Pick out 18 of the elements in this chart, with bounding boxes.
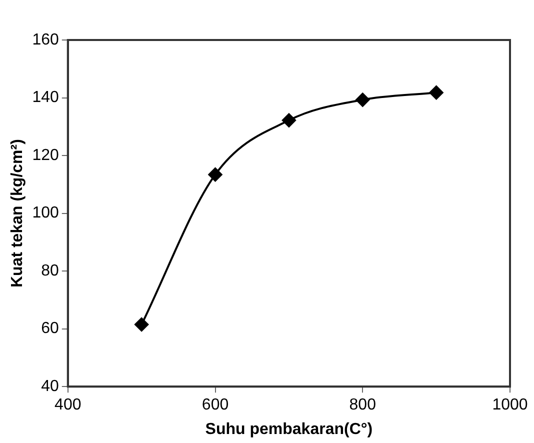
y-tick-label: 40 <box>41 378 59 396</box>
point <box>282 113 296 128</box>
y-tick-label: 160 <box>32 31 59 48</box>
point <box>208 168 222 182</box>
x-tick-label: 600 <box>202 396 229 414</box>
x-tick-label: 400 <box>54 396 82 414</box>
y-tick-label: 140 <box>32 89 59 106</box>
point <box>134 318 149 332</box>
y-tick-label: 60 <box>41 320 59 338</box>
x-tick-label: 1000 <box>492 396 528 414</box>
x-tick-label: 800 <box>349 396 376 414</box>
y-tick-label: 120 <box>32 146 59 164</box>
point <box>429 86 444 100</box>
point <box>356 92 370 107</box>
x-axis-title: Suhu pembakaran(C°) <box>205 420 373 438</box>
y-tick-label: 80 <box>41 262 59 280</box>
y-axis-title: Kuat tekan (kg/cm²) <box>9 139 26 288</box>
y-tick-label: 100 <box>32 204 59 222</box>
